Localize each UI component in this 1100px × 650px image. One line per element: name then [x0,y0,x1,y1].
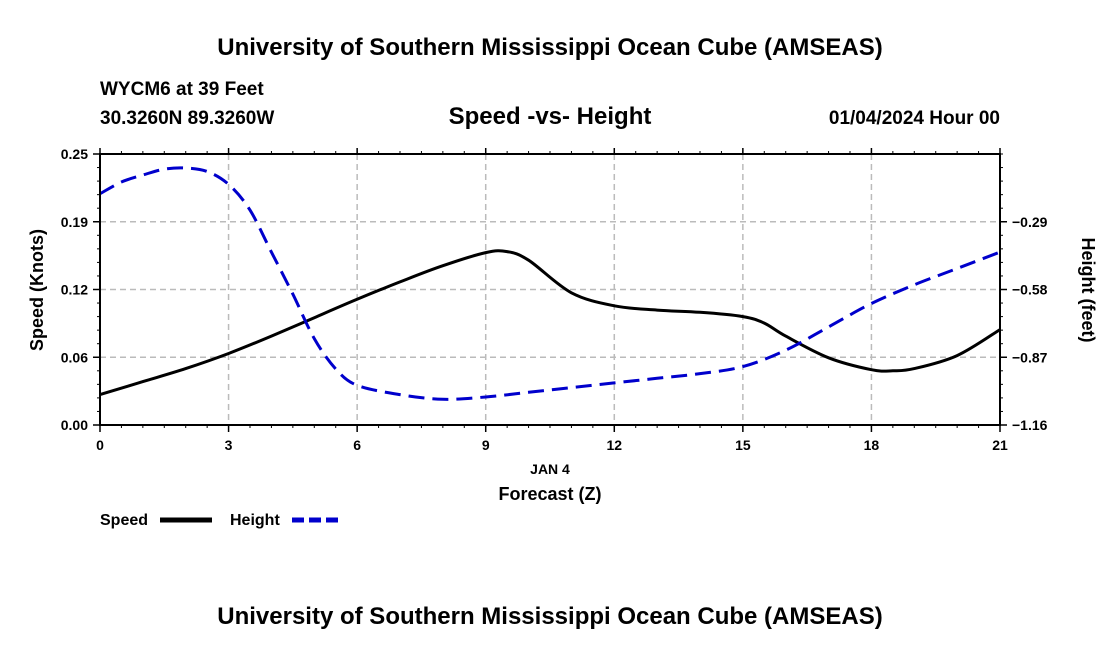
legend-height-label: Height [230,512,280,529]
y-tick-label: 0.12 [61,282,88,298]
legend-speed-label: Speed [100,512,148,529]
y2-axis-label: Height (feet) [1078,238,1098,343]
series-line-height [99,166,1001,401]
x-sublabel: JAN 4 [530,461,570,477]
x-tick-label: 6 [353,437,361,453]
datetime-label: 01/04/2024 Hour 00 [829,108,1000,129]
x-axis-label: Forecast (Z) [498,484,601,504]
y-tick-label: 0.06 [61,349,88,365]
y2-tick-label: −0.29 [1012,214,1048,230]
footer-title: University of Southern Mississippi Ocean… [217,603,882,630]
location-label: 30.3260N 89.3260W [100,108,274,129]
axis-ticks: 0 3 6 9 12 15 18 21 0.00 0.06 0.12 0.19 0.25 −1.16 −0.… [61,146,1048,453]
x-tick-label: 3 [225,437,233,453]
x-tick-label: 21 [992,437,1008,453]
grid-lines [100,154,1000,425]
series-line-speed [99,249,1001,397]
x-tick-label: 0 [96,437,104,453]
y-tick-label: 0.19 [61,214,88,230]
page-title: University of Southern Mississippi Ocean… [217,34,882,61]
chart-subtitle: Speed -vs- Height [449,103,652,130]
y-tick-label: 0.00 [61,417,88,433]
x-tick-label: 15 [735,437,751,453]
x-tick-label: 12 [606,437,622,453]
y2-tick-label: −0.87 [1012,349,1048,365]
y2-tick-label: −0.58 [1012,282,1048,298]
x-tick-label: 9 [482,437,490,453]
series-lines [99,166,1001,401]
y-tick-label: 0.25 [61,146,88,162]
y2-tick-label: −1.16 [1012,417,1048,433]
y-axis-label: Speed (Knots) [27,229,47,351]
station-label: WYCM6 at 39 Feet [100,79,264,100]
x-tick-label: 18 [864,437,880,453]
